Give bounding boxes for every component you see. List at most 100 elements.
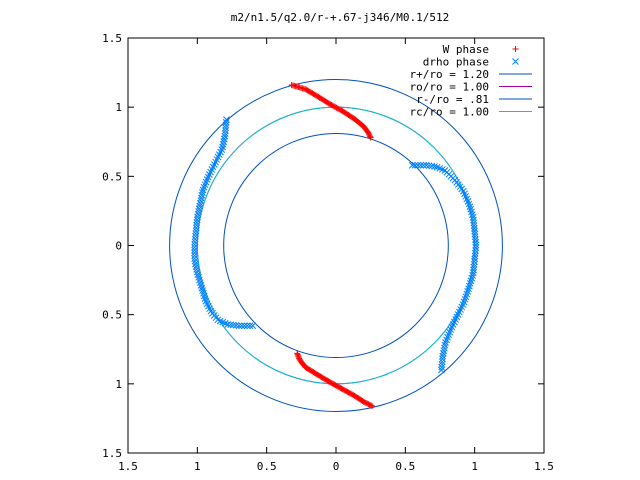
drho-point [224,321,232,328]
drho-point [441,341,449,349]
x-tick-label: 1 [471,460,478,473]
drho-point [192,263,200,270]
x-tick-label: 0.5 [257,460,277,473]
w-point [367,134,374,141]
drho-point [417,161,425,169]
y-tick-label: 0.5 [102,170,122,183]
drho-point [191,246,198,254]
y-tick-label: 0 [115,240,122,253]
drho-point [197,194,205,202]
drho-point [470,222,478,229]
w-point [365,130,372,137]
drho-point [191,249,198,257]
legend-label: W phase [443,43,489,56]
drho-point [194,210,202,218]
drho-point [441,344,448,352]
drho-point [191,252,198,260]
y-tick-label: 1 [115,101,122,114]
x-tick-label: 1 [194,460,201,473]
drho-point [191,243,198,251]
drho-point [472,241,480,249]
drho-point [238,322,246,330]
drho-point [196,202,204,210]
y-tick-label: 0.5 [102,309,122,322]
drho-point [193,265,200,273]
reference-circles [169,79,503,412]
x-tick-label: 1.5 [118,460,138,473]
drho-point [438,366,445,374]
w-point [294,351,301,358]
circle-2 [196,106,476,385]
drho-point [472,247,479,254]
x-tick-label: 0.5 [395,460,415,473]
drho-point [428,162,436,170]
drho-point [195,205,203,213]
drho-point [221,130,229,137]
drho-point [438,361,446,368]
drho-point [192,232,199,240]
legend-swatch [512,58,519,65]
drho-point [192,224,200,232]
drho-point [195,208,202,215]
drho-point [470,261,478,268]
drho-point [470,225,478,232]
drho-point [192,230,200,237]
drho-point [222,121,230,129]
drho-point [193,216,201,224]
drho-point [222,127,229,135]
legend-label: r+/ro = 1.20 [410,68,489,81]
y-tick-label: 1.5 [102,32,122,45]
w-point [367,133,374,140]
drho-point [230,321,237,329]
drho-point [198,191,206,199]
drho-point [222,124,230,132]
w-point [365,129,372,136]
drho-point [472,244,480,252]
w-point [366,132,373,139]
drho-point [232,322,240,329]
y-tick-label: 1.5 [102,447,122,460]
drho-point [411,161,419,169]
legend-label: ro/ro = 1.00 [410,81,489,94]
drho-point [193,221,200,229]
circle-4 [196,106,476,385]
drho-point [471,233,479,241]
drho-point [193,219,201,226]
w-point [294,350,301,357]
drho-point [194,213,201,221]
drho-point [219,140,227,148]
drho-point [249,322,257,330]
drho-point [422,161,430,169]
drho-point [470,219,478,227]
drho-point [235,322,243,330]
drho-point [470,266,477,274]
drho-point [191,241,199,248]
drho-point [227,321,234,329]
w-point [295,354,302,361]
drho-point [471,255,479,263]
drho-point [471,227,478,235]
circle-1 [169,79,503,412]
legend-swatch [512,46,519,52]
drho-point [471,230,479,238]
drho-point [191,238,199,246]
phase-markers [191,82,480,409]
drho-point [469,213,477,221]
drho-point [471,249,479,257]
drho-point [442,339,449,346]
drho-point [243,322,251,330]
legend-label: rc/ro = 1.00 [410,106,489,119]
drho-point [220,135,228,143]
drho-point [221,132,229,140]
drho-point [439,350,447,357]
drho-point [199,189,206,196]
legend-label: r-/ro = .81 [416,93,489,106]
drho-point [470,216,477,224]
y-tick-label: 1 [115,378,122,391]
drho-point [471,258,478,265]
w-point [295,352,302,359]
drho-point [440,347,448,355]
drho-point [241,322,248,330]
